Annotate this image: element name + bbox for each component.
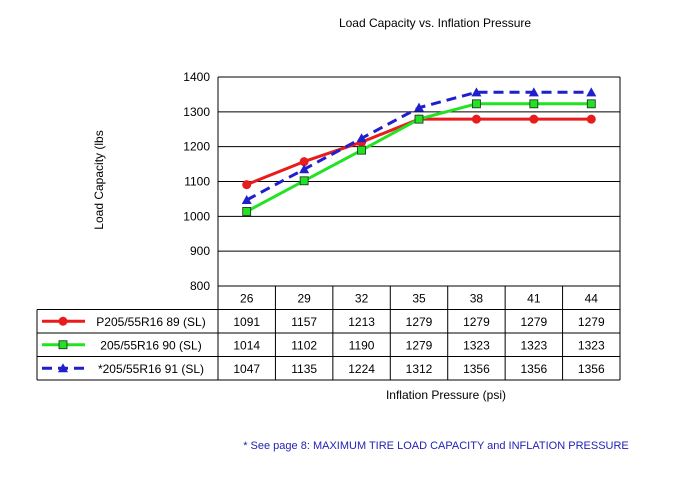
legend-label: P205/55R16 89 (SL) (96, 315, 205, 329)
data-label: 1356 (578, 362, 605, 376)
data-label: 1047 (233, 362, 260, 376)
footnote: * See page 8: MAXIMUM TIRE LOAD CAPACITY… (243, 440, 629, 452)
x-tick-label: 35 (412, 291, 426, 305)
data-label: 1356 (463, 362, 490, 376)
legend-marker (58, 340, 68, 350)
data-point (471, 87, 482, 97)
data-point (242, 207, 252, 216)
legend-entry-2: 205/55R16 90 (SL) (42, 338, 202, 352)
data-label: 1323 (463, 338, 490, 352)
data-point (586, 87, 597, 97)
data-point (242, 180, 252, 190)
data-label: 1356 (521, 362, 548, 376)
data-label: 1091 (233, 315, 260, 329)
y-axis-label: Load Capacity (lbs (92, 130, 106, 229)
y-tick-label: 900 (190, 244, 210, 258)
data-label: 1279 (406, 338, 433, 352)
data-point (357, 145, 366, 155)
data-point (356, 133, 367, 143)
data-label: 1135 (291, 362, 317, 376)
data-label: 1190 (349, 338, 375, 352)
y-tick-label: 1300 (183, 105, 210, 119)
legend-entry-3: *205/55R16 91 (SL) (42, 362, 204, 376)
y-tick-label: 800 (190, 279, 210, 293)
data-point (472, 99, 481, 109)
data-label: 1014 (233, 338, 260, 352)
series-3 (241, 87, 597, 204)
data-label: 1323 (521, 338, 548, 352)
data-point (529, 114, 539, 124)
data-label: 1279 (406, 315, 433, 329)
series-1 (242, 114, 596, 190)
y-tick-label: 1000 (183, 209, 210, 223)
legend-marker (58, 363, 68, 373)
series-line (246, 117, 592, 186)
data-point (529, 99, 539, 109)
y-tick-label: 1200 (183, 140, 210, 154)
data-label: 1279 (578, 315, 605, 329)
data-label: 1213 (348, 315, 375, 329)
legend-entry-1: P205/55R16 89 (SL) (42, 315, 206, 329)
data-label: 1323 (578, 338, 605, 352)
data-point (586, 99, 596, 109)
x-axis-label: Inflation Pressure (psi) (386, 388, 506, 402)
x-tick-label: 29 (297, 291, 311, 305)
y-axis-ticks: 800 900 1000 1100 1200 1300 1400 (183, 70, 210, 293)
x-tick-label: 44 (585, 291, 599, 305)
data-point (241, 194, 252, 204)
data-point (299, 176, 309, 186)
data-point (414, 102, 424, 112)
x-tick-label: 26 (240, 291, 254, 305)
legend-label: 205/55R16 90 (SL) (100, 338, 201, 352)
data-point (414, 114, 424, 124)
y-tick-label: 1100 (184, 175, 210, 189)
data-point (299, 164, 310, 174)
data-label: 1102 (291, 338, 317, 352)
data-point (471, 114, 481, 124)
series-lines (241, 87, 597, 216)
y-tick-label: 1400 (183, 70, 210, 84)
data-point (528, 87, 539, 97)
data-label: 1224 (348, 362, 375, 376)
data-point (586, 114, 596, 124)
data-label: 1157 (291, 315, 317, 329)
grid-lines (217, 76, 621, 287)
x-tick-label: 41 (527, 291, 541, 305)
data-table: 26 29 32 35 38 41 44 P205/55R16 89 (SL) 1091 1157… (36, 286, 621, 381)
data-label: 1279 (521, 315, 548, 329)
chart-title: Load Capacity vs. Inflation Pressure (339, 16, 531, 30)
legend-label: *205/55R16 91 (SL) (98, 362, 204, 376)
legend-marker (58, 316, 68, 326)
series-2 (242, 99, 596, 216)
x-tick-label: 38 (470, 291, 484, 305)
x-tick-label: 32 (355, 291, 369, 305)
data-label: 1279 (463, 315, 490, 329)
data-label: 1312 (406, 362, 433, 376)
